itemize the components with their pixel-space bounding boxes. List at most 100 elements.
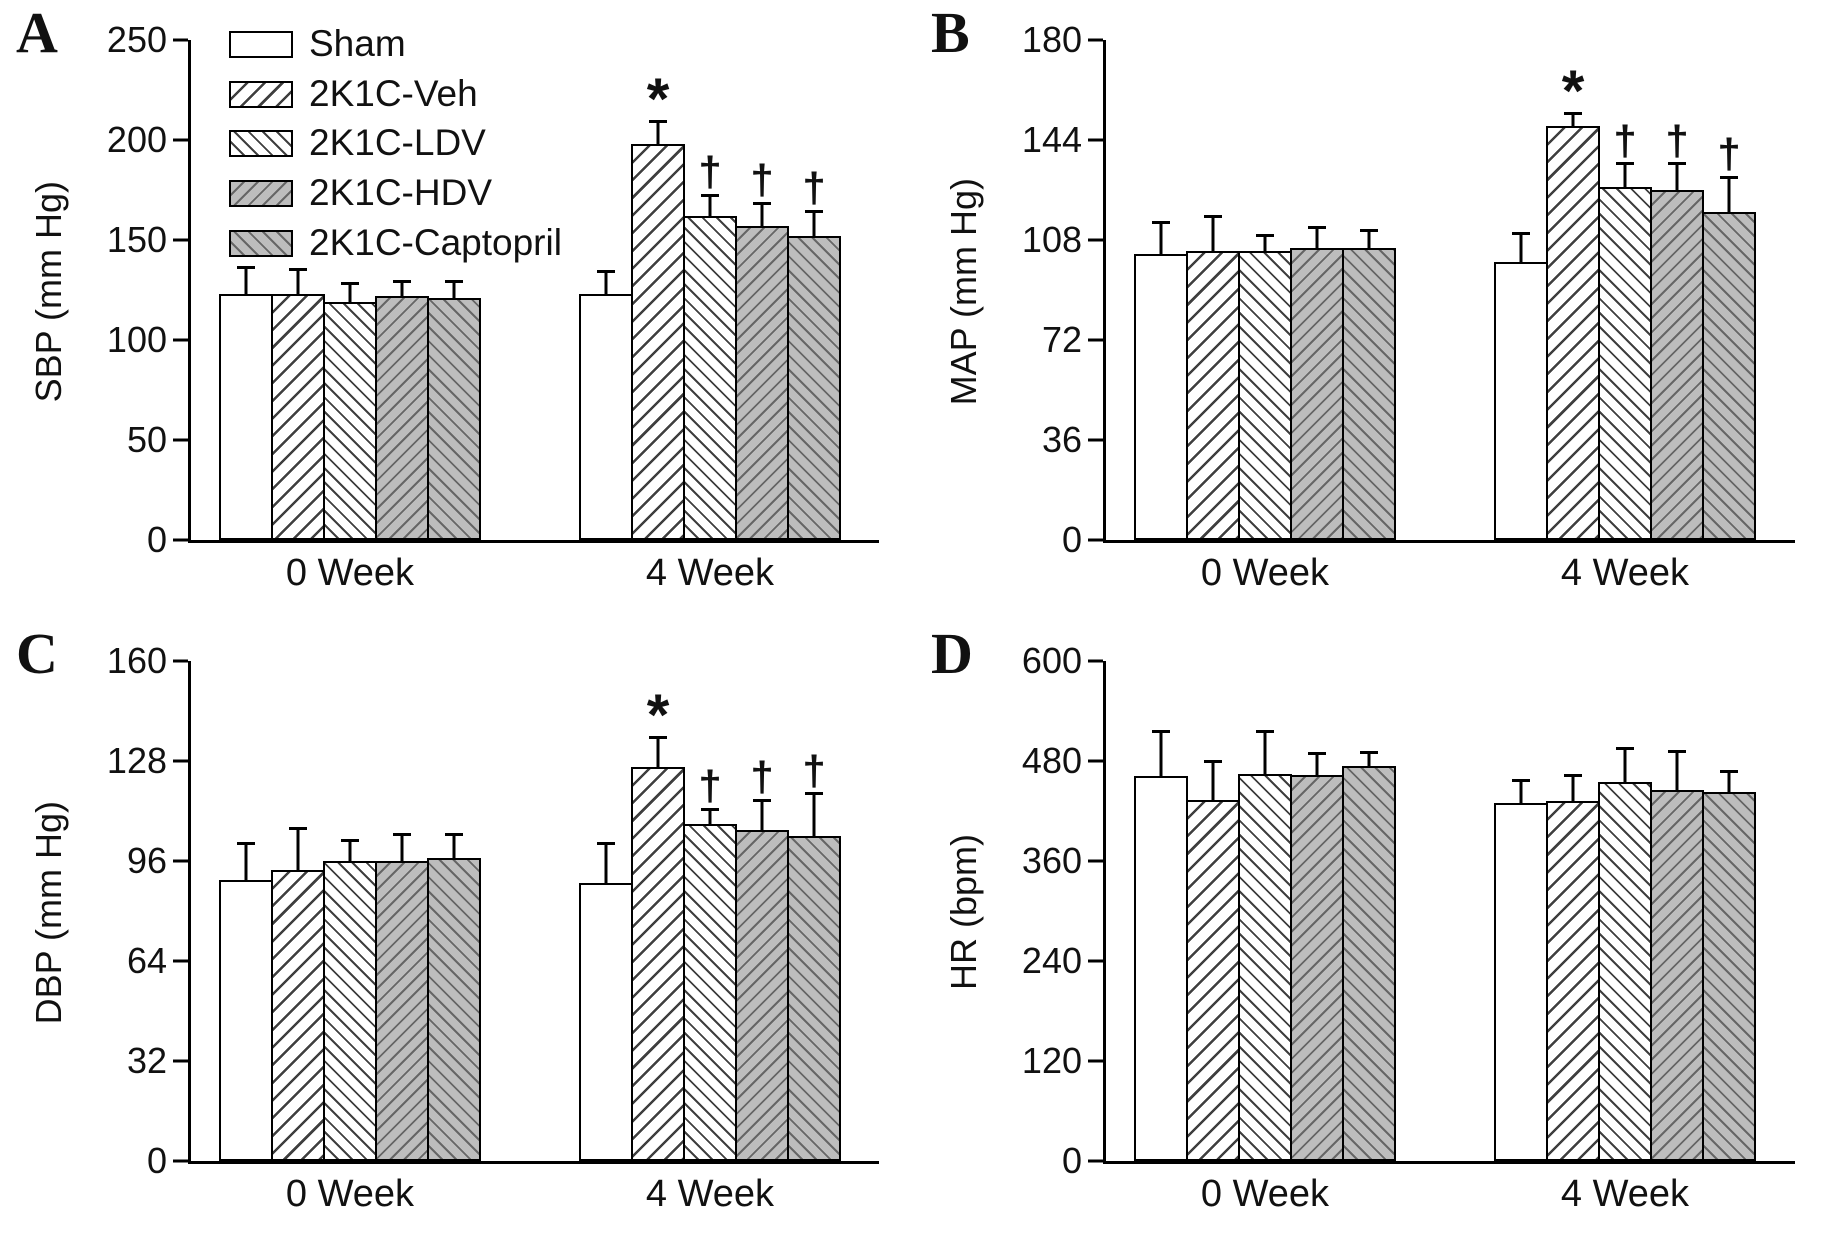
error-bar-2k1c-captopril-4-week: [1720, 770, 1738, 792]
bar-slot-2k1c-ldv-0-week: [1238, 40, 1292, 540]
bar-slot-2k1c-captopril-4-week: †: [1702, 40, 1756, 540]
legend: Sham 2K1C-Veh 2K1C-LDV 2K1C-HDV 2K1C-Captopr…: [229, 23, 562, 264]
y-tick-mark: [1088, 859, 1103, 863]
bar-slot-2k1c-hdv-4-week: †: [735, 40, 789, 540]
bar-2k1c-ldv-4-week: [1598, 781, 1652, 1161]
bar-slot-2k1c-hdv-4-week: †: [735, 661, 789, 1161]
plot-area-b: 0 36 72 108 144 180 * † † † 0 Week 4 Week: [1022, 22, 1795, 594]
error-bar-2k1c-captopril-4-week: [805, 792, 823, 836]
y-axis-label-dbp: DBP (mm Hg): [28, 800, 69, 1025]
y-axis-label-sbp: SBP (mm Hg): [28, 180, 69, 403]
bar-2k1c-veh-0-week: [271, 294, 325, 540]
bar-2k1c-hdv-0-week: [375, 861, 429, 1161]
y-tick-mark: [1088, 1159, 1103, 1163]
bar-2k1c-captopril-0-week: [1342, 766, 1396, 1161]
legend-label: 2K1C-HDV: [309, 172, 492, 214]
bars-d: [1106, 661, 1795, 1161]
bar-slot-2k1c-ldv-4-week: †: [1598, 40, 1652, 540]
legend-swatch-2k1c-captopril: [229, 229, 293, 257]
legend-item-2k1c-hdv: 2K1C-HDV: [229, 172, 562, 214]
y-tick-label: 96: [126, 840, 167, 881]
legend-swatch-sham: [229, 30, 293, 58]
error-bar-2k1c-veh-4-week: [649, 120, 667, 144]
y-tick-mark: [173, 1059, 188, 1063]
bar-slot-2k1c-ldv-4-week: [1598, 661, 1652, 1161]
bar-2k1c-hdv-0-week: [1290, 775, 1344, 1161]
bar-slot-2k1c-veh-4-week: *: [631, 661, 685, 1161]
bar-sham-4-week: [579, 294, 633, 540]
error-bar-2k1c-ldv-0-week: [341, 282, 359, 302]
bar-sham-0-week: [219, 879, 273, 1161]
bars-c: * † † †: [191, 661, 879, 1161]
bar-sham-4-week: [1494, 802, 1548, 1161]
significance-dagger: †: [1665, 116, 1689, 164]
legend-item-2k1c-captopril: 2K1C-Captopril: [229, 222, 562, 264]
bar-2k1c-veh-0-week: [271, 870, 325, 1161]
error-bar-2k1c-ldv-4-week: [1616, 162, 1634, 187]
bar-slot-2k1c-veh-4-week: [1546, 661, 1600, 1161]
significance-asterisk: *: [1561, 59, 1585, 125]
y-tick-mark: [1088, 338, 1103, 342]
error-bar-2k1c-hdv-0-week: [393, 280, 411, 296]
bar-group-0-week: [1134, 40, 1396, 540]
error-bar-2k1c-hdv-0-week: [393, 832, 411, 861]
bars-a: * † † †: [191, 40, 879, 540]
y-tick-mark: [1088, 238, 1103, 242]
y-tick-mark: [173, 438, 188, 442]
bar-slot-2k1c-captopril-0-week: [427, 40, 481, 540]
panel-letter-a: A: [16, 0, 58, 65]
error-bar-2k1c-captopril-0-week: [445, 832, 463, 858]
bar-2k1c-captopril-4-week: [787, 836, 841, 1161]
bar-group-4-week: [1494, 661, 1756, 1161]
significance-dagger: †: [802, 164, 826, 212]
y-tick-mark: [1088, 659, 1103, 663]
error-bar-2k1c-ldv-0-week: [1256, 234, 1274, 251]
bar-2k1c-captopril-0-week: [427, 298, 481, 540]
bar-2k1c-hdv-0-week: [1290, 248, 1344, 540]
significance-dagger: †: [1717, 130, 1741, 178]
legend-item-2k1c-veh: 2K1C-Veh: [229, 72, 562, 115]
error-bar-2k1c-captopril-0-week: [445, 280, 463, 298]
error-bar-2k1c-captopril-4-week: [805, 210, 823, 236]
legend-swatch-2k1c-veh: [229, 80, 293, 108]
error-bar-sham-0-week: [237, 266, 255, 294]
error-bar-2k1c-veh-0-week: [1204, 760, 1222, 800]
legend-swatch-2k1c-ldv: [229, 130, 293, 158]
y-tick-label: 32: [126, 1040, 167, 1081]
bar-slot-2k1c-hdv-4-week: †: [1650, 40, 1704, 540]
error-bar-2k1c-veh-4-week: [649, 736, 667, 767]
bar-slot-sham-4-week: [1494, 661, 1548, 1161]
error-bar-sham-0-week: [237, 842, 255, 880]
legend-label: 2K1C-Veh: [309, 72, 478, 114]
error-bar-2k1c-captopril-0-week: [1360, 751, 1378, 766]
bar-group-0-week: [219, 40, 481, 540]
bar-2k1c-ldv-0-week: [1238, 251, 1292, 540]
y-tick-label: 240: [1021, 940, 1082, 981]
y-tick-mark: [1088, 138, 1103, 142]
bar-slot-2k1c-veh-4-week: *: [1546, 40, 1600, 540]
bar-group-4-week: * † † †: [1494, 40, 1756, 540]
bar-2k1c-hdv-4-week: [1650, 190, 1704, 540]
bar-2k1c-veh-4-week: [631, 144, 685, 540]
legend-label: Sham: [309, 23, 406, 64]
y-tick-mark: [173, 659, 188, 663]
y-tick-mark: [173, 959, 188, 963]
error-bar-sham-4-week: [597, 842, 615, 883]
error-bar-2k1c-ldv-4-week: [1616, 746, 1634, 782]
bar-slot-2k1c-veh-4-week: *: [631, 40, 685, 540]
bar-slot-2k1c-ldv-0-week: [323, 661, 377, 1161]
x-tick-label-0-week: 0 Week: [285, 552, 415, 594]
significance-dagger: †: [698, 762, 722, 810]
bar-slot-sham-4-week: [1494, 40, 1548, 540]
y-tick-label: 64: [126, 940, 167, 981]
bar-2k1c-captopril-4-week: [1702, 212, 1756, 540]
x-tick-label-0-week: 0 Week: [1200, 1173, 1330, 1215]
bar-slot-2k1c-captopril-0-week: [427, 661, 481, 1161]
error-bar-2k1c-hdv-4-week: [753, 202, 771, 226]
y-tick-label: 50: [126, 419, 167, 460]
y-tick-label: 160: [106, 640, 167, 681]
bar-slot-2k1c-hdv-0-week: [1290, 40, 1344, 540]
y-tick-label: 128: [106, 740, 167, 781]
y-tick-mark: [1088, 1059, 1103, 1063]
bar-2k1c-captopril-0-week: [1342, 248, 1396, 540]
